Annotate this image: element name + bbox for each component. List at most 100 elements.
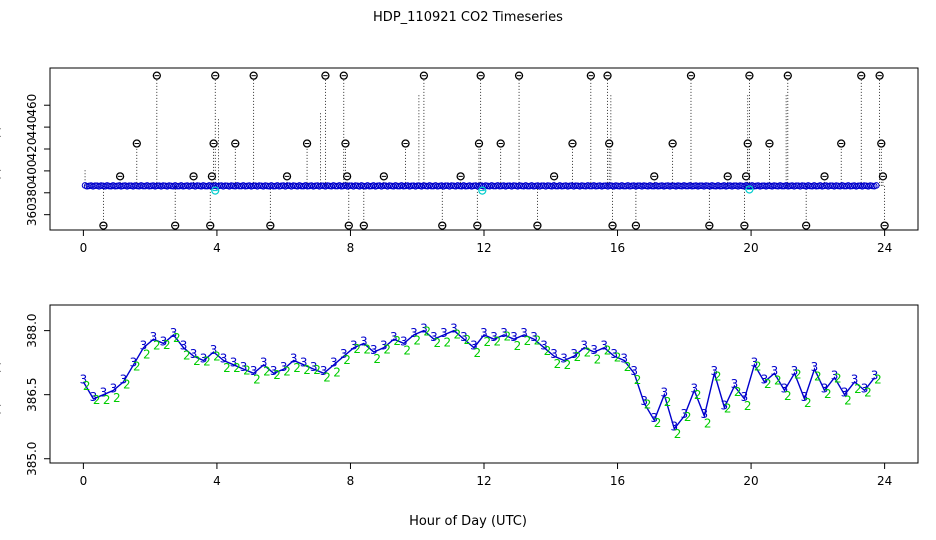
digit-marker-2: 2 (443, 336, 451, 350)
digit-marker-2: 2 (293, 361, 301, 375)
digit-marker-2: 2 (423, 325, 431, 339)
digit-marker-3: 3 (791, 364, 799, 378)
digit-marker-2: 2 (93, 393, 101, 407)
top-y-tick-label: 440 (25, 116, 39, 139)
digit-marker-2: 2 (854, 382, 862, 396)
digit-marker-3: 3 (580, 339, 588, 353)
digit-marker-3: 3 (80, 373, 88, 387)
digit-marker-2: 2 (463, 333, 471, 347)
digit-marker-2: 2 (674, 427, 682, 441)
digit-marker-3: 3 (510, 330, 518, 344)
digit-marker-3: 3 (340, 347, 348, 361)
digit-marker-3: 3 (150, 330, 158, 344)
digit-marker-3: 3 (120, 373, 128, 387)
digit-marker-2: 2 (273, 368, 281, 382)
digit-marker-3: 3 (871, 368, 879, 382)
digit-marker-2: 2 (544, 344, 552, 358)
digit-marker-3: 3 (630, 364, 638, 378)
digit-marker-2: 2 (373, 352, 381, 366)
bottom-x-tick-label: 16 (610, 474, 625, 488)
digit-marker-2: 2 (183, 348, 191, 362)
digit-marker-3: 3 (450, 321, 458, 335)
figure-title: HDP_110921 CO2 Timeseries (373, 10, 563, 25)
digit-marker-3: 3 (781, 381, 789, 395)
digit-marker-3: 3 (140, 339, 148, 353)
digit-marker-2: 2 (283, 365, 291, 379)
digit-marker-2: 2 (724, 402, 732, 416)
digit-marker-2: 2 (303, 363, 311, 377)
top-x-tick-label: 4 (213, 241, 221, 255)
digit-marker-3: 3 (280, 360, 288, 374)
bottom-x-tick-label: 24 (877, 474, 892, 488)
top-y-tick-label: 420 (25, 138, 39, 161)
digit-marker-2: 2 (744, 399, 752, 413)
digit-marker-3: 3 (160, 334, 168, 348)
digit-marker-3: 3 (761, 373, 769, 387)
digit-marker-3: 3 (440, 326, 448, 340)
digit-marker-2: 2 (263, 365, 271, 379)
digit-marker-2: 2 (253, 373, 261, 387)
digit-marker-3: 3 (360, 334, 368, 348)
digit-marker-2: 2 (614, 351, 622, 365)
digit-marker-3: 3 (110, 381, 118, 395)
top-x-tick-label: 24 (877, 241, 892, 255)
digit-marker-2: 2 (774, 374, 782, 388)
digit-marker-3: 3 (320, 364, 328, 378)
digit-marker-3: 3 (260, 356, 268, 370)
digit-marker-3: 3 (370, 343, 378, 357)
digit-marker-2: 2 (333, 365, 341, 379)
x-axis-label: Hour of Day (UTC) (409, 514, 527, 529)
digit-marker-2: 2 (594, 353, 602, 367)
digit-marker-2: 2 (203, 354, 211, 368)
digit-marker-3: 3 (550, 347, 558, 361)
digit-marker-2: 2 (193, 354, 201, 368)
digit-marker-3: 3 (741, 390, 749, 404)
digit-marker-3: 3 (480, 326, 488, 340)
digit-marker-2: 2 (363, 342, 371, 356)
digit-marker-2: 2 (734, 385, 742, 399)
digit-marker-2: 2 (213, 350, 221, 364)
bottom-y-tick-label: 385.0 (25, 442, 39, 476)
digit-marker-2: 2 (524, 334, 532, 348)
dip-point (478, 186, 487, 195)
digit-marker-3: 3 (100, 386, 108, 400)
top-y-tick-label: 360 (25, 203, 39, 226)
digit-marker-2: 2 (103, 393, 111, 407)
digit-marker-2: 2 (864, 386, 872, 400)
bottom-x-tick-label: 0 (80, 474, 88, 488)
digit-marker-3: 3 (841, 386, 849, 400)
digit-marker-2: 2 (644, 398, 652, 412)
bottom-series-line (82, 329, 876, 431)
digit-marker-3: 3 (190, 347, 198, 361)
digit-marker-3: 3 (350, 339, 358, 353)
digit-marker-2: 2 (243, 363, 251, 377)
digit-marker-2: 2 (704, 417, 712, 431)
digit-marker-3: 3 (731, 377, 739, 391)
digit-marker-2: 2 (654, 416, 662, 430)
digit-marker-2: 2 (393, 334, 401, 348)
digit-marker-2: 2 (664, 395, 672, 409)
top-stems (84, 75, 886, 226)
digit-marker-3: 3 (250, 364, 258, 378)
dip-point (745, 185, 754, 194)
digit-marker-2: 2 (714, 370, 722, 384)
digit-marker-3: 3 (210, 343, 218, 357)
digit-marker-3: 3 (330, 356, 338, 370)
digit-marker-2: 2 (353, 342, 361, 356)
bottom-x-tick-label: 4 (213, 474, 221, 488)
digit-marker-2: 2 (504, 330, 512, 344)
digit-marker-3: 3 (270, 364, 278, 378)
digit-marker-3: 3 (721, 398, 729, 412)
digit-marker-3: 3 (751, 356, 759, 370)
digit-marker-3: 3 (200, 351, 208, 365)
digit-marker-3: 3 (420, 321, 428, 335)
bottom-x-tick-label: 12 (476, 474, 491, 488)
bottom-x-tick-label: 8 (347, 474, 355, 488)
digit-marker-2: 2 (804, 396, 812, 410)
digit-marker-3: 3 (711, 364, 719, 378)
digit-marker-3: 3 (380, 339, 388, 353)
digit-marker-3: 3 (600, 339, 608, 353)
